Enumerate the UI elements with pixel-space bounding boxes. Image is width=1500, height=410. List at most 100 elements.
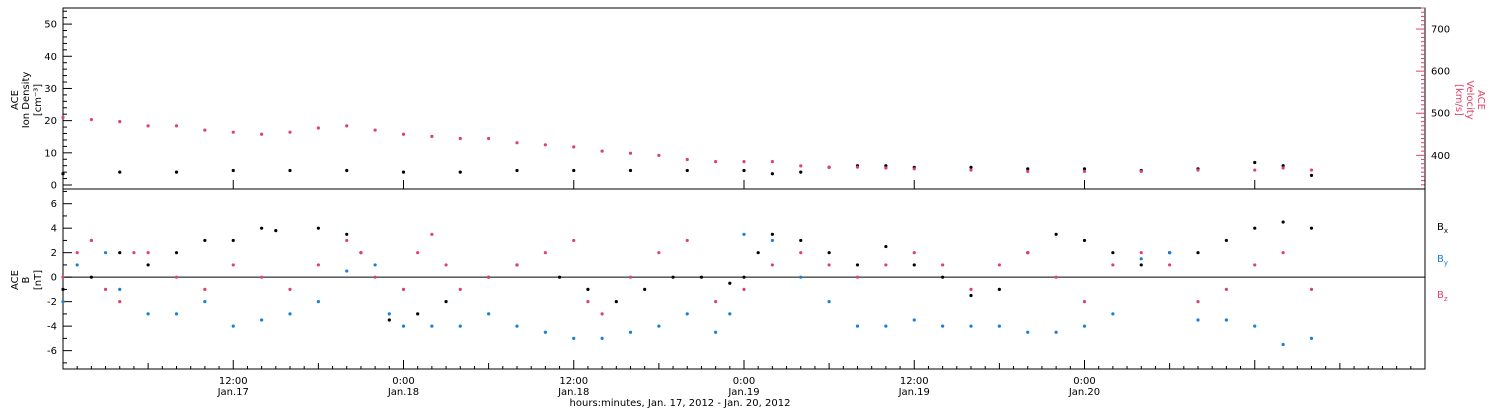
bz-point-2	[89, 238, 93, 243]
velocity-point-33	[1082, 169, 1087, 173]
bx-point-37	[1082, 238, 1087, 243]
by-point-44	[1196, 318, 1200, 322]
b-tick-label-5: 4	[51, 224, 57, 235]
velocity-point-37	[1281, 166, 1285, 170]
velocity-point-36	[1253, 168, 1257, 172]
bx-point-1	[89, 275, 93, 279]
density-point-7	[458, 170, 462, 174]
by-point-1	[75, 263, 79, 267]
time-tick-label-0: 12:00	[219, 376, 248, 387]
by-point-23	[628, 330, 633, 334]
by-point-41	[1111, 312, 1115, 316]
density-tick-label-3: 30	[44, 84, 57, 95]
density-point-13	[770, 172, 774, 176]
by-point-5	[146, 312, 150, 316]
velocity-point-9	[316, 126, 320, 130]
bz-point-30	[714, 300, 718, 304]
by-point-3	[103, 251, 108, 255]
bx-point-45	[1309, 226, 1314, 230]
bz-point-46	[1168, 263, 1172, 267]
bz-point-34	[827, 263, 831, 267]
density-point-10	[628, 168, 633, 173]
bz-point-43	[1082, 300, 1087, 304]
day-tick-label-2: Jan.18	[557, 387, 589, 398]
velocity-point-29	[884, 166, 888, 170]
by-point-32	[855, 324, 860, 328]
velocity-point-15	[487, 136, 491, 141]
density-axis-label-line2: Ion Density	[21, 72, 32, 129]
bx-point-23	[728, 281, 732, 285]
bx-point-3	[146, 263, 150, 267]
bx-point-26	[770, 232, 774, 236]
bx-point-14	[444, 300, 448, 304]
bx-point-27	[799, 238, 803, 243]
bx-point-17	[557, 275, 562, 279]
bx-point-19	[614, 300, 618, 304]
bx-point-24	[742, 275, 746, 279]
by-point-36	[969, 324, 973, 328]
b-tick-label-1: -4	[47, 322, 57, 333]
by-point-15	[401, 324, 406, 328]
velocity-axis-label-line1: ACE	[1475, 90, 1486, 110]
velocity-point-28	[855, 165, 860, 169]
bx-point-8	[274, 229, 278, 233]
by-point-4	[118, 287, 122, 292]
bz-point-13	[345, 238, 349, 243]
by-point-20	[543, 330, 547, 334]
bz-point-48	[1224, 287, 1228, 292]
bz-point-35	[855, 275, 860, 279]
b-axis-label-line3: [nT]	[33, 270, 44, 290]
bx-point-0	[61, 287, 65, 292]
bz-point-22	[515, 263, 519, 267]
velocity-point-3	[146, 124, 150, 128]
day-tick-label-1: Jan.18	[387, 387, 419, 398]
bz-point-5	[132, 251, 136, 255]
bx-point-9	[316, 226, 320, 230]
velocity-point-2	[118, 120, 122, 124]
bz-point-33	[799, 251, 803, 255]
velocity-point-6	[231, 130, 235, 134]
by-point-29	[770, 238, 774, 243]
by-point-37	[997, 324, 1001, 328]
density-point-12	[742, 168, 746, 173]
bx-point-30	[884, 244, 888, 249]
bx-point-20	[643, 287, 647, 292]
plasma-data-points	[61, 115, 1314, 177]
velocity-point-1	[89, 117, 93, 122]
velocity-point-23	[714, 160, 718, 164]
by-point-27	[728, 312, 732, 316]
bz-point-23	[543, 251, 547, 255]
day-tick-label-4: Jan.19	[898, 387, 930, 398]
bx-point-38	[1111, 251, 1115, 255]
density-point-19	[969, 165, 973, 169]
bx-point-41	[1196, 251, 1200, 255]
density-tick-label-0: 0	[51, 181, 57, 192]
velocity-point-18	[572, 145, 576, 149]
bz-point-0	[61, 275, 65, 279]
by-point-22	[600, 336, 604, 340]
by-point-25	[685, 312, 689, 316]
bz-point-42	[1054, 275, 1058, 279]
velocity-tick-label-2: 600	[1431, 67, 1450, 78]
velocity-tick-label-3: 700	[1431, 25, 1450, 36]
velocity-tick-label-1: 500	[1431, 109, 1450, 120]
density-tick-label-1: 10	[44, 148, 57, 159]
by-point-42	[1139, 257, 1143, 261]
bz-point-45	[1139, 251, 1143, 255]
density-point-4	[288, 168, 292, 173]
bx-point-18	[586, 287, 590, 292]
bz-point-21	[487, 275, 491, 279]
bx-point-39	[1139, 263, 1143, 267]
bx-point-25	[756, 251, 760, 255]
bz-point-24	[572, 238, 576, 243]
bx-point-22	[699, 275, 704, 279]
magnetic-data-points	[61, 220, 1314, 347]
by-point-16	[430, 324, 434, 328]
bx-point-29	[855, 263, 860, 267]
by-point-18	[487, 312, 491, 316]
time-tick-label-3: 0:00	[733, 376, 755, 387]
by-point-43	[1168, 251, 1172, 255]
by-point-24	[657, 324, 661, 328]
bz-point-12	[316, 263, 320, 267]
